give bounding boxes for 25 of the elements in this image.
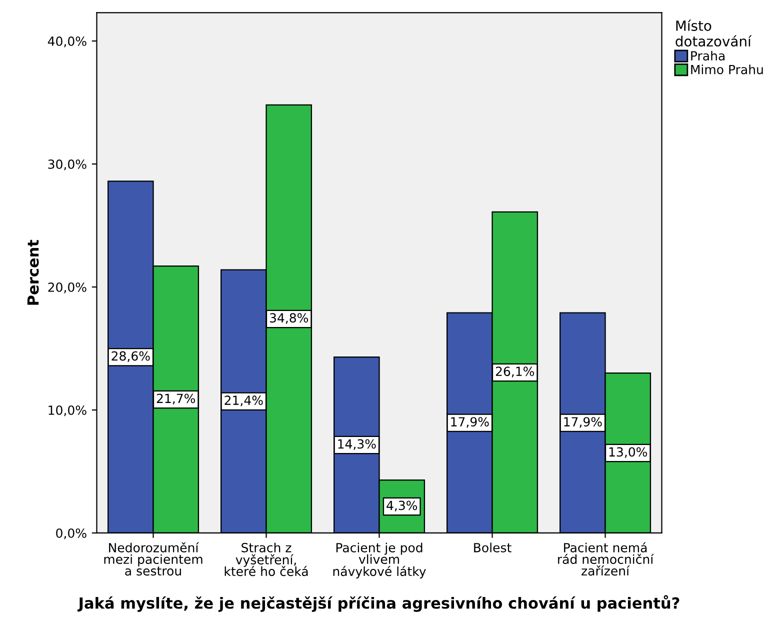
- x-tick-label: Pacient je pod vlivem návykové látky: [333, 542, 426, 579]
- x-tick-label: Strach z vyšetření, které ho čeká: [224, 542, 308, 576]
- y-tick-label: 0,0%: [56, 528, 86, 540]
- data-label: 21,7%: [156, 394, 196, 404]
- y-tick-label: 30,0%: [48, 159, 86, 170]
- data-label: 17,9%: [564, 417, 602, 428]
- data-label: 14,3%: [338, 439, 376, 450]
- data-label: 4,3%: [386, 500, 418, 512]
- legend-label: Mimo Prahu: [691, 64, 763, 74]
- data-label: 17,9%: [451, 417, 489, 428]
- y-axis-title: Percent: [27, 240, 39, 305]
- legend-title: Místo dotazování: [676, 20, 752, 47]
- data-label: 13,0%: [609, 447, 648, 458]
- y-tick-label: 40,0%: [48, 36, 86, 48]
- x-axis-title: Jaká myslíte, že je nejčastější příčina agresivního chování u pacientů?: [77, 595, 680, 612]
- x-tick-label: Bolest: [474, 542, 512, 552]
- x-tick-label: Pacient nemá rád nemocniční zařízení: [558, 542, 654, 576]
- data-label: 28,6%: [112, 351, 150, 362]
- y-tick-label: 20,0%: [48, 282, 86, 294]
- x-tick-label: Nedorozumění mezi pacientem a sestrou: [104, 542, 202, 576]
- y-tick-label: 10,0%: [48, 405, 86, 416]
- data-label: 34,8%: [270, 313, 308, 324]
- data-label: 26,1%: [496, 366, 534, 378]
- legend-label: Praha: [691, 50, 724, 61]
- data-label: 21,4%: [224, 396, 263, 406]
